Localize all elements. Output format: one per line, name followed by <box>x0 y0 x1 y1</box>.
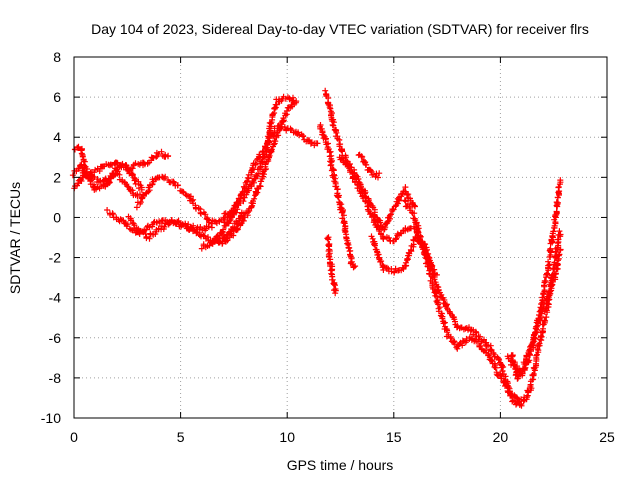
data-points <box>69 87 564 409</box>
series-sat-n <box>355 151 383 181</box>
x-tick-label: 5 <box>177 429 185 445</box>
x-axis-label: GPS time / hours <box>287 457 394 473</box>
series-sat-j <box>317 122 359 271</box>
series-markers <box>355 151 383 181</box>
y-tick-label: -8 <box>49 370 62 386</box>
series-sat-p <box>401 197 525 405</box>
axis-ticks: 0 5 10 15 20 25 -10 -8 -6 -4 -2 0 2 4 6 8 <box>41 49 615 445</box>
y-tick-label: -2 <box>49 250 62 266</box>
series-sat-o <box>368 233 482 340</box>
series-sat-f <box>133 173 236 227</box>
chart-title: Day 104 of 2023, Sidereal Day-to-day VTE… <box>91 21 589 37</box>
series-markers <box>198 97 298 252</box>
y-tick-label: 8 <box>53 49 61 65</box>
series-markers <box>368 233 482 340</box>
x-tick-label: 0 <box>70 429 78 445</box>
y-tick-label: 4 <box>53 129 61 145</box>
series-sat-s <box>508 246 564 382</box>
series-sat-h <box>209 121 321 247</box>
y-tick-label: -4 <box>49 290 62 306</box>
y-tick-label: 6 <box>53 89 61 105</box>
series-markers <box>209 121 321 247</box>
x-tick-label: 20 <box>493 429 509 445</box>
series-markers <box>324 234 339 297</box>
y-tick-label: -10 <box>41 410 61 426</box>
series-sat-k <box>324 234 339 297</box>
plot-frame <box>73 56 608 419</box>
series-markers <box>133 173 236 227</box>
x-tick-label: 25 <box>599 429 615 445</box>
series-markers <box>401 197 525 405</box>
y-tick-label: -6 <box>49 330 62 346</box>
series-markers <box>220 93 300 222</box>
x-tick-label: 15 <box>386 429 402 445</box>
x-tick-label: 10 <box>279 429 295 445</box>
series-markers <box>508 246 564 382</box>
series-markers <box>317 122 359 271</box>
y-tick-label: 0 <box>53 209 61 225</box>
series-sat-i <box>220 93 300 222</box>
y-axis-label: SDTVAR / TECUs <box>7 182 23 294</box>
series-sat-g <box>198 97 298 252</box>
y-tick-label: 2 <box>53 169 61 185</box>
series-sat-m <box>336 154 418 233</box>
series-markers <box>336 154 418 233</box>
